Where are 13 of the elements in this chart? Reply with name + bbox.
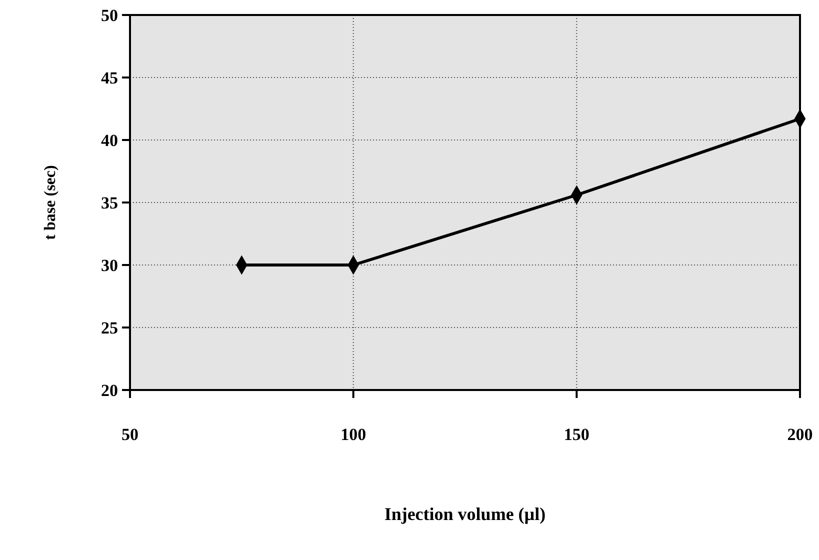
x-axis-title: Injection volume (µl) <box>384 504 546 524</box>
x-tick-label: 150 <box>564 425 590 444</box>
y-tick-label: 30 <box>101 256 118 275</box>
x-tick-label: 200 <box>787 425 813 444</box>
x-tick-label: 100 <box>340 425 366 444</box>
y-tick-label: 35 <box>101 193 118 212</box>
y-tick-label: 25 <box>101 318 118 338</box>
y-tick-label: 45 <box>101 68 118 88</box>
x-tick-label: 50 <box>122 425 138 444</box>
y-tick-label: 40 <box>101 130 118 150</box>
y-axis-title: t base (sec) <box>42 165 59 240</box>
y-tick-label: 20 <box>101 380 118 400</box>
y-tick-label: 50 <box>101 6 118 25</box>
